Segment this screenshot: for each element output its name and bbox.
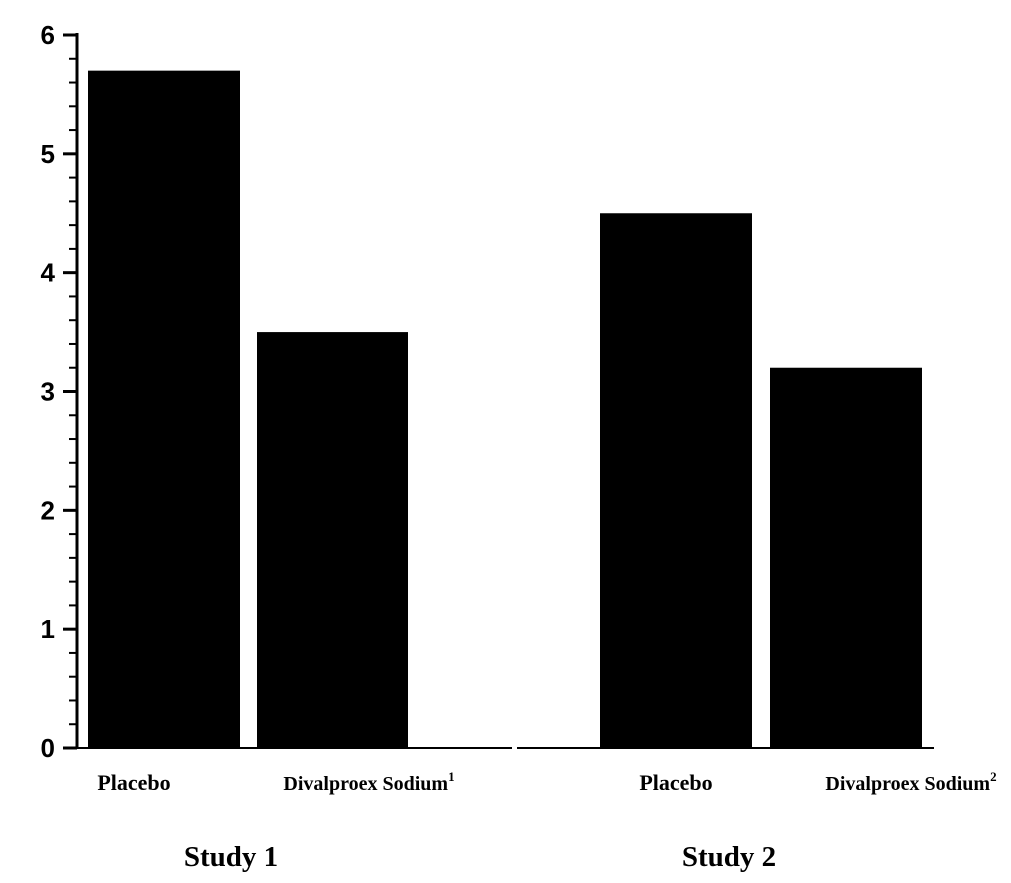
y-tick-label: 3 — [41, 377, 55, 407]
y-tick-label: 2 — [41, 495, 55, 525]
category-label: Placebo — [639, 770, 712, 795]
category-label: Divalproex Sodium1 — [283, 769, 454, 795]
group-label: Study 2 — [682, 841, 776, 873]
y-tick-label: 6 — [41, 20, 55, 50]
category-label: Divalproex Sodium2 — [825, 769, 996, 795]
bar — [600, 213, 752, 748]
bar — [257, 332, 408, 748]
bar — [88, 70, 240, 748]
y-axis: 0 1 2 3 4 5 6 — [41, 20, 79, 763]
group-label: Study 1 — [184, 841, 278, 873]
bar — [770, 367, 922, 748]
y-tick-label: 5 — [41, 139, 55, 169]
y-tick-label: 0 — [41, 733, 55, 763]
category-labels: Placebo Divalproex Sodium1 Study 1 Placebo D… — [97, 769, 996, 873]
y-tick-label: 4 — [41, 258, 56, 288]
bars — [88, 70, 922, 748]
category-label: Placebo — [97, 770, 170, 795]
y-tick-label: 1 — [41, 614, 55, 644]
